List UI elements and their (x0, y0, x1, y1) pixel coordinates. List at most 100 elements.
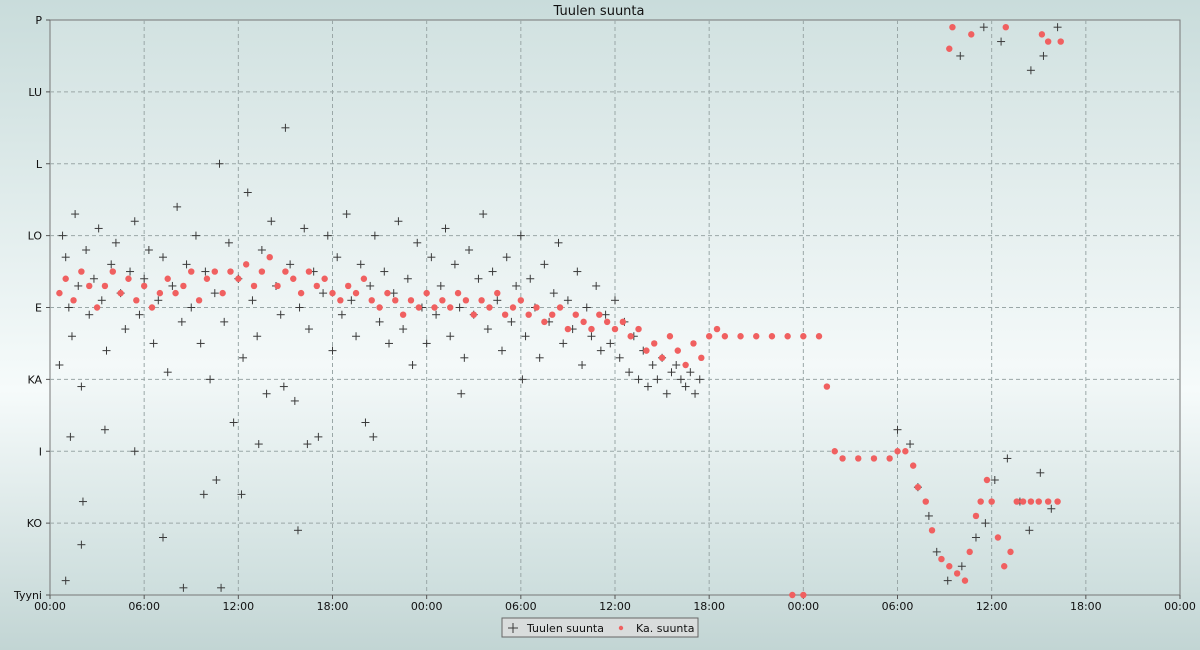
data-point-dot (946, 563, 953, 570)
data-point-plus (130, 217, 139, 226)
data-point-plus (182, 260, 191, 269)
data-point-dot (117, 289, 124, 297)
data-point-plus (932, 547, 941, 556)
data-point-plus (465, 246, 474, 254)
data-point-plus (220, 317, 229, 326)
data-point-dot (180, 282, 187, 290)
data-point-dot (953, 570, 961, 577)
data-point-plus (549, 289, 558, 298)
data-point-plus (997, 37, 1006, 46)
data-point-dot (1013, 498, 1020, 505)
x-tick-label: 12:00 (976, 600, 1008, 613)
data-point-dot (1044, 498, 1052, 505)
data-point-plus (159, 253, 167, 262)
data-point-dot (611, 325, 619, 333)
data-point-plus (518, 375, 527, 384)
data-point-dot (384, 289, 391, 297)
data-point-plus (64, 303, 73, 312)
data-point-dot (768, 333, 776, 340)
data-point-dot (462, 297, 470, 304)
data-point-dot (823, 383, 831, 390)
data-point-dot (596, 311, 603, 318)
data-point-plus (436, 281, 445, 290)
data-point-plus (483, 325, 492, 334)
data-point-plus (554, 238, 563, 247)
y-tick-label: E (35, 302, 42, 315)
data-point-plus (455, 303, 464, 312)
data-point-dot (227, 268, 234, 275)
data-point-dot (643, 347, 650, 354)
data-point-dot (305, 268, 313, 275)
data-point-dot (352, 289, 360, 297)
data-point-dot (109, 268, 116, 275)
x-tick-label: 00:00 (787, 600, 819, 613)
data-point-dot (721, 333, 729, 340)
data-point-plus (615, 353, 624, 362)
data-point-dot (415, 304, 423, 311)
data-point-plus (606, 339, 615, 348)
data-point-dot (337, 297, 344, 304)
data-point-plus (408, 361, 417, 369)
data-point-dot (800, 591, 807, 599)
x-axis: 00:00 06:00 12:00 18:00 00:00 06:00 12:00 18:00… (34, 595, 1196, 613)
data-point-dot (1007, 548, 1014, 556)
data-point-plus (55, 361, 64, 369)
data-point-plus (254, 440, 263, 449)
data-point-plus (507, 317, 516, 326)
data-point-dot (983, 476, 991, 484)
data-point-plus (516, 231, 525, 240)
data-point-dot (815, 333, 823, 340)
data-point-plus (1053, 23, 1062, 32)
x-tick-label: 00:00 (1164, 600, 1196, 613)
data-point-dot (627, 333, 634, 340)
data-point-dot (101, 282, 109, 290)
data-point-plus (107, 260, 116, 269)
data-point-dot (603, 318, 611, 326)
data-point-plus (979, 23, 988, 32)
data-point-dot (313, 282, 321, 290)
data-point-dot (360, 275, 368, 282)
data-point-plus (342, 210, 351, 219)
data-point-plus (314, 432, 323, 441)
data-point-plus (328, 346, 337, 355)
data-point-plus (957, 562, 966, 571)
data-point-dot (211, 268, 218, 275)
data-point-dot (549, 311, 556, 318)
data-point-plus (89, 274, 98, 283)
data-point-dot (399, 311, 407, 318)
data-point-plus (643, 382, 652, 391)
data-point-plus (676, 375, 685, 384)
series-marks (55, 23, 1064, 599)
data-point-plus (681, 382, 690, 391)
data-point-dot (274, 282, 281, 290)
data-point-dot (961, 577, 969, 584)
y-tick-label: LU (28, 86, 42, 99)
legend-marker-ka-suunta (618, 625, 624, 631)
x-tick-label: 00:00 (34, 600, 66, 613)
data-point-dot (588, 325, 595, 333)
data-point-dot (56, 289, 63, 297)
data-point-dot (938, 555, 945, 563)
data-point-dot (195, 297, 203, 304)
data-point-plus (168, 281, 177, 290)
y-tick-label: I (39, 445, 42, 458)
data-point-plus (446, 332, 455, 341)
data-point-plus (135, 310, 144, 319)
data-point-plus (493, 296, 502, 305)
data-point-plus (1039, 51, 1048, 60)
data-point-plus (375, 317, 384, 326)
series-ka-suunta (56, 23, 1064, 599)
data-point-plus (74, 281, 83, 290)
data-point-dot (972, 512, 980, 520)
data-point-plus (573, 267, 582, 276)
data-point-plus (224, 238, 233, 247)
data-point-plus (1026, 66, 1035, 75)
data-point-plus (385, 339, 393, 348)
data-point-plus (94, 224, 103, 233)
data-point-plus (159, 533, 167, 542)
x-tick-label: 12:00 (222, 600, 254, 613)
data-point-dot (713, 325, 721, 333)
data-point-plus (206, 375, 215, 384)
data-point-dot (1001, 563, 1008, 570)
data-point-plus (304, 325, 313, 334)
